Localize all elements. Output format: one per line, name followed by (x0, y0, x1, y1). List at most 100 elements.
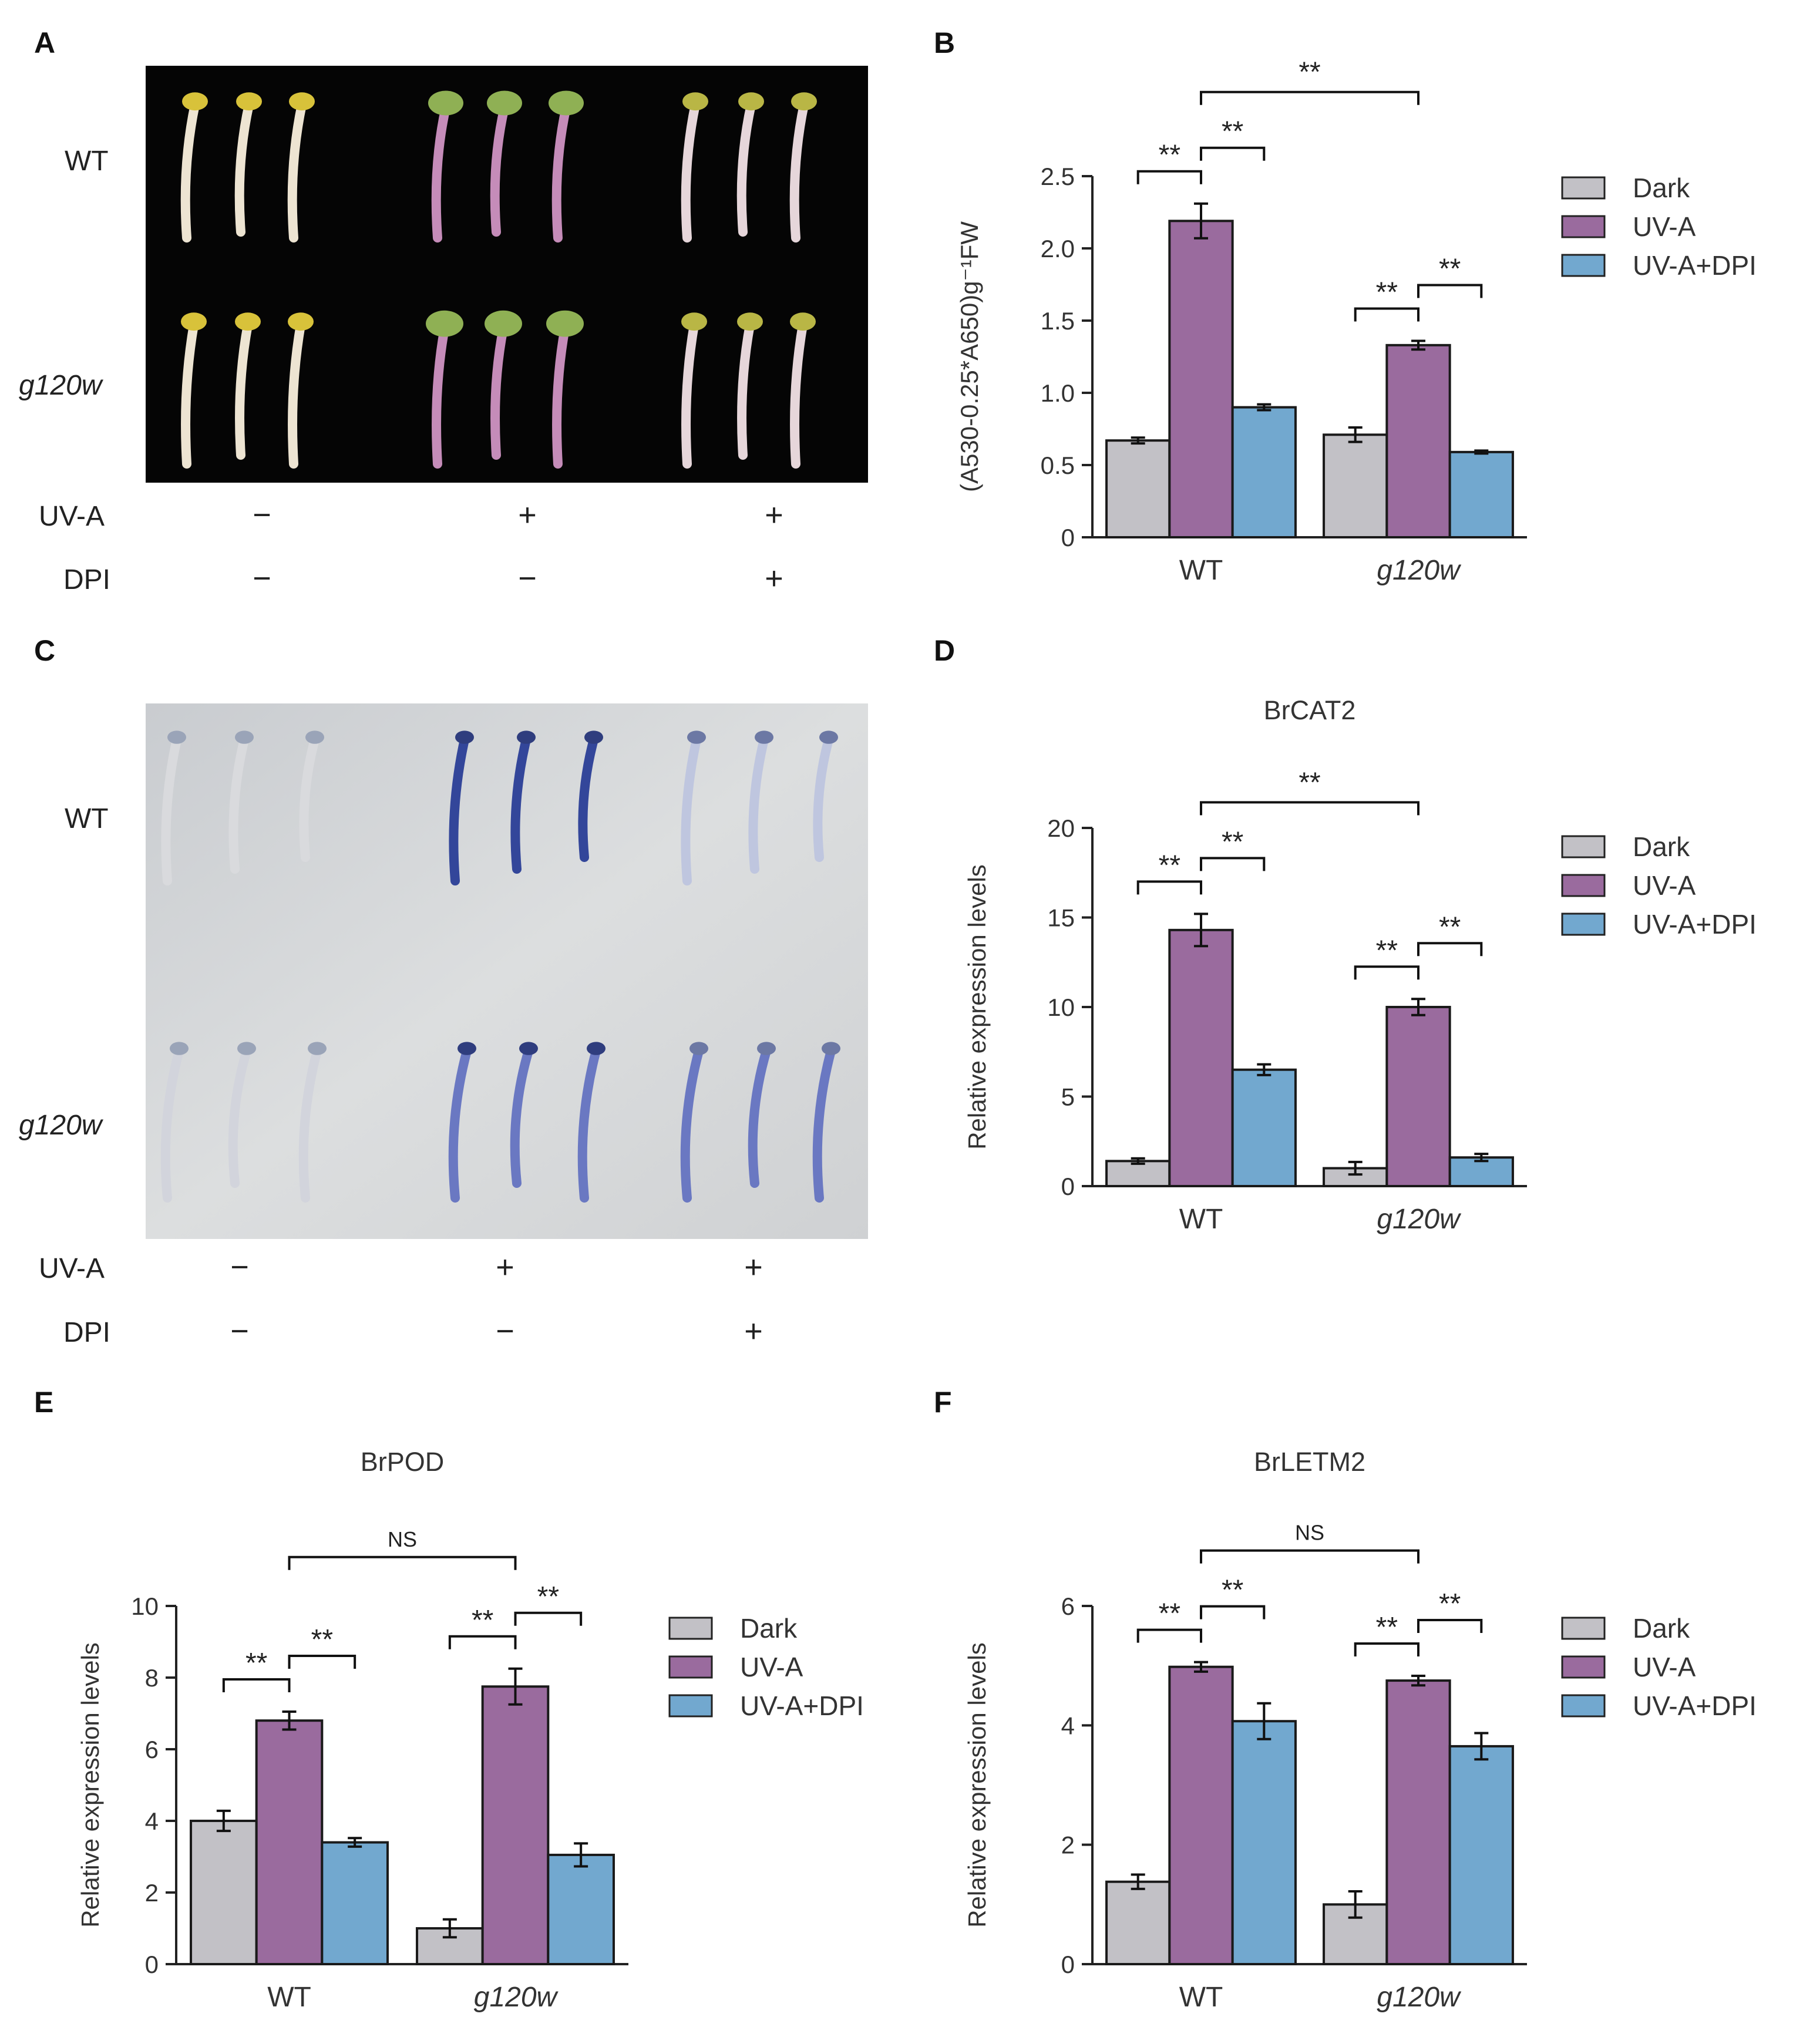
hypocotyl (736, 100, 756, 237)
legend-swatch (1561, 1694, 1606, 1718)
significance-label: ** (1439, 1588, 1461, 1619)
significance-label: ** (1439, 911, 1461, 942)
hypocotyl (228, 1046, 251, 1188)
legend-swatch (1561, 254, 1606, 277)
dpi-mark-2: − (518, 561, 537, 596)
significance-label: ** (1376, 935, 1398, 966)
y-tick-label: 6 (145, 1736, 159, 1763)
uva-mark-3: + (765, 497, 783, 533)
significance-label: ** (1222, 1575, 1243, 1606)
y-tick-label: 0.5 (1041, 452, 1075, 479)
hypocotyl (448, 1046, 472, 1203)
y-tick-label: 1.5 (1041, 307, 1075, 335)
legend-label: Dark (1633, 831, 1690, 862)
bar (1448, 1156, 1514, 1187)
significance-label: ** (1439, 253, 1461, 284)
cotyledon (182, 92, 208, 111)
seedling (288, 312, 314, 469)
significance-bracket (1136, 170, 1202, 184)
cotyledon (428, 90, 463, 116)
significance-bracket (1417, 1618, 1483, 1633)
hypocotyl (228, 735, 249, 874)
significance-bracket (222, 1678, 291, 1692)
x-tick-label: WT (1179, 1982, 1223, 2013)
seedling (180, 92, 208, 243)
hypocotyl (234, 100, 254, 237)
hypocotyl (298, 1046, 322, 1203)
significance-label: ** (1222, 826, 1243, 857)
uva-mark-1: − (253, 497, 271, 533)
x-tick-label: g120w (1377, 1982, 1462, 2013)
bar (1168, 928, 1234, 1187)
seedling (428, 90, 463, 243)
seedling (426, 310, 463, 469)
significance-label: ** (1159, 850, 1180, 881)
panel-label-c: C (34, 634, 55, 667)
cotyledon (235, 730, 254, 744)
significance-label: ** (1299, 57, 1320, 88)
y-axis-label: (A530-0.25*A650)g⁻¹FW (956, 221, 983, 492)
cotyledon (681, 312, 707, 331)
seedling (736, 92, 764, 237)
significance-bracket (1200, 1605, 1266, 1619)
hypocotyl (288, 320, 305, 469)
bar (190, 1820, 258, 1965)
seedling (737, 312, 763, 460)
stained-seedling (577, 1042, 606, 1203)
hypocotyl (431, 103, 450, 243)
hypocotyl (577, 1046, 601, 1203)
cotyledon (237, 1042, 256, 1055)
legend-label: UV-A+DPI (1633, 909, 1757, 940)
y-tick-label: 10 (1047, 994, 1075, 1021)
bar (1105, 1880, 1171, 1965)
hypocotyl (748, 1046, 771, 1188)
chart-title: BrPOD (361, 1447, 445, 1477)
stained-seedling-photo (146, 703, 868, 1239)
stained-seedling (228, 730, 254, 874)
stained-seedling (748, 730, 773, 874)
significance-label: NS (388, 1527, 417, 1551)
row-label-g120w: g120w (19, 370, 104, 401)
chart-brletm2: BrLETM2 0 2 4 6 Relative expression levels WT g… (963, 1447, 1757, 2013)
significance-label: ** (1159, 140, 1180, 171)
cotyledon (737, 312, 763, 331)
legend-swatch (1561, 912, 1606, 936)
bar (1231, 406, 1297, 538)
legend-label: Dark (1633, 173, 1690, 203)
seedling (485, 310, 522, 460)
cotyledon (181, 312, 207, 331)
cotyledon (289, 92, 315, 111)
cotyledon (305, 730, 324, 744)
stained-seedling (228, 1042, 256, 1188)
y-tick-label: 1.0 (1041, 379, 1075, 407)
chart-brpod: BrPOD 0 2 4 6 8 10 Relative expression levels WT… (76, 1447, 864, 2013)
legend-label: Dark (1633, 1613, 1690, 1644)
stained-seedling (748, 1042, 776, 1188)
cotyledon (790, 312, 816, 331)
legend-swatch (668, 1617, 713, 1640)
y-tick-label: 0 (1061, 1951, 1075, 1978)
cotyledon (682, 92, 708, 111)
row-label-wt: WT (65, 803, 109, 834)
cotyledon (584, 730, 603, 744)
legend-label: UV-A (1633, 870, 1696, 901)
stained-seedling (813, 730, 838, 862)
treatment-label-dpi: DPI (63, 564, 110, 595)
cotyledon (519, 1042, 538, 1055)
y-tick-label: 2 (1061, 1831, 1075, 1859)
seedling (549, 90, 584, 243)
stained-seedling (299, 730, 324, 862)
cotyledon (819, 730, 838, 744)
bar (1385, 1679, 1451, 1965)
legend-swatch (1561, 1617, 1606, 1640)
stained-seedling (448, 1042, 476, 1203)
significance-bracket (1136, 1628, 1202, 1643)
chart-brcat2: BrCAT2 0 5 10 15 20 Relative expression levels… (963, 695, 1757, 1235)
hypocotyl (299, 735, 319, 862)
significance-bracket (288, 1654, 356, 1669)
seedling (287, 92, 315, 243)
significance-bracket (1200, 1549, 1419, 1564)
legend-swatch (1561, 215, 1606, 238)
seedling (235, 312, 261, 460)
panel-label-a: A (34, 26, 55, 59)
